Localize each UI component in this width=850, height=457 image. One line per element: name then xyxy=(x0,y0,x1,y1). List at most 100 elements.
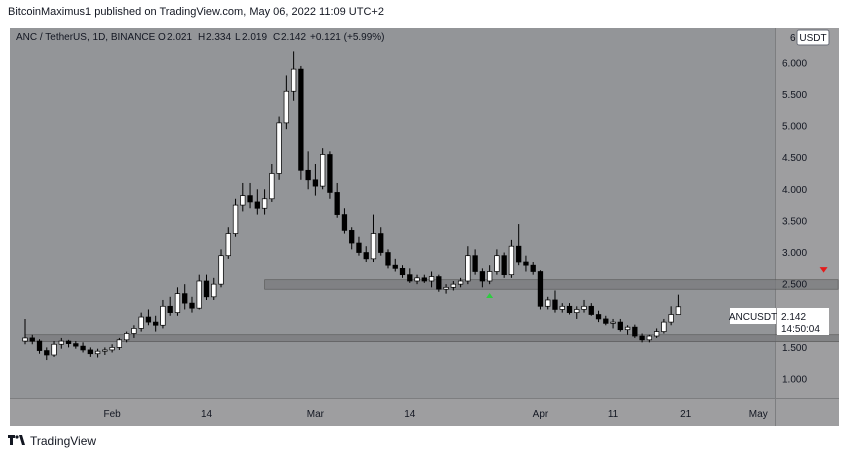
currency-label[interactable]: USDT xyxy=(799,33,826,44)
candle-body xyxy=(668,314,674,323)
candle-body xyxy=(189,302,195,309)
candle xyxy=(312,163,319,196)
candle-body xyxy=(290,68,297,92)
candle-body xyxy=(116,339,123,348)
candle xyxy=(80,342,86,353)
candle xyxy=(661,318,667,334)
candle-body xyxy=(167,305,173,313)
price-tick-label: 2.500 xyxy=(782,280,807,291)
candle xyxy=(290,51,297,101)
candle xyxy=(153,315,159,332)
legend-close-label: C xyxy=(273,32,280,43)
candle-body xyxy=(298,68,304,171)
candle xyxy=(182,284,188,310)
price-axis-background xyxy=(776,28,839,426)
candle xyxy=(94,348,101,358)
candle xyxy=(595,310,602,323)
candle xyxy=(516,224,522,266)
candle-body xyxy=(327,154,333,193)
candle xyxy=(87,347,93,357)
candle xyxy=(225,227,231,259)
candle-body xyxy=(617,321,623,331)
candle xyxy=(508,239,515,278)
candle-body xyxy=(595,314,602,320)
candle-body xyxy=(349,230,355,244)
candle xyxy=(109,344,115,353)
candle-body xyxy=(153,321,159,326)
candle-body xyxy=(653,331,660,337)
candle-body xyxy=(378,233,384,253)
candle xyxy=(617,318,623,332)
candle xyxy=(116,337,123,350)
candle-body xyxy=(102,349,108,352)
candle xyxy=(392,258,398,272)
candle-body xyxy=(566,305,573,313)
currency-button[interactable]: USDT xyxy=(796,29,830,46)
candle-body xyxy=(174,293,181,313)
candle-body xyxy=(51,343,57,356)
candle-body xyxy=(160,305,166,326)
candle xyxy=(407,268,413,283)
last-price-label: ANCUSDT 2.142 14:50:04 xyxy=(729,308,829,335)
candle xyxy=(196,274,202,310)
candle xyxy=(167,296,173,316)
candle xyxy=(58,337,64,349)
chart-area[interactable]: 1.0001.5002.0002.5003.0003.5004.0004.500… xyxy=(10,28,850,426)
candle xyxy=(653,328,660,338)
candle-body xyxy=(407,274,413,282)
candle xyxy=(356,236,362,256)
candle-body xyxy=(36,340,43,351)
candle-body xyxy=(574,309,580,313)
candle-body xyxy=(73,343,79,347)
last-price-value: 2.142 xyxy=(781,312,806,323)
candle xyxy=(22,318,28,345)
candle-body xyxy=(639,335,645,341)
candle xyxy=(530,262,536,275)
footer: TradingView xyxy=(8,434,96,448)
candle xyxy=(327,151,333,199)
zone-2 xyxy=(24,334,850,343)
legend-low-value: 2.019 xyxy=(242,32,267,43)
candle xyxy=(349,227,355,250)
candle xyxy=(51,341,57,357)
candle xyxy=(211,277,217,300)
candle-body xyxy=(486,271,493,282)
candlestick-chart[interactable]: 1.0001.5002.0002.5003.0003.5004.0004.500… xyxy=(10,28,850,426)
candle-body xyxy=(450,283,456,288)
candle xyxy=(363,246,369,263)
candle xyxy=(276,116,282,180)
candle-body xyxy=(44,350,50,356)
candle xyxy=(465,246,471,285)
candle-body xyxy=(632,326,638,337)
candle xyxy=(44,347,50,361)
candle xyxy=(102,347,108,355)
candle-body xyxy=(443,286,449,290)
candle xyxy=(269,163,275,202)
candle xyxy=(494,249,500,275)
price-tick-label: 6.000 xyxy=(782,58,807,69)
candle xyxy=(36,339,43,354)
candle xyxy=(428,271,435,288)
candle-body xyxy=(94,350,101,355)
candle xyxy=(457,277,464,288)
price-tick-label: 5.000 xyxy=(782,122,807,133)
candle-body xyxy=(552,299,558,310)
candle-body xyxy=(494,255,500,272)
candle xyxy=(305,151,311,190)
candle-body xyxy=(123,333,130,341)
candle-body xyxy=(87,349,93,355)
candle xyxy=(472,249,478,275)
zone-1 xyxy=(264,279,839,290)
time-ticks: Feb 14 Mar 14 Apr 11 21 May xyxy=(104,409,768,420)
candle-body xyxy=(465,255,471,282)
candle xyxy=(65,339,72,348)
candle xyxy=(479,268,486,288)
price-tick-label: 1.500 xyxy=(782,343,807,354)
candle-body xyxy=(624,326,631,331)
candle xyxy=(247,182,253,209)
candle-body xyxy=(603,318,609,324)
candle-body xyxy=(29,337,35,342)
candle-body xyxy=(320,154,326,187)
time-tick-label: 14 xyxy=(404,409,416,420)
currency-button-bg[interactable] xyxy=(796,29,830,46)
